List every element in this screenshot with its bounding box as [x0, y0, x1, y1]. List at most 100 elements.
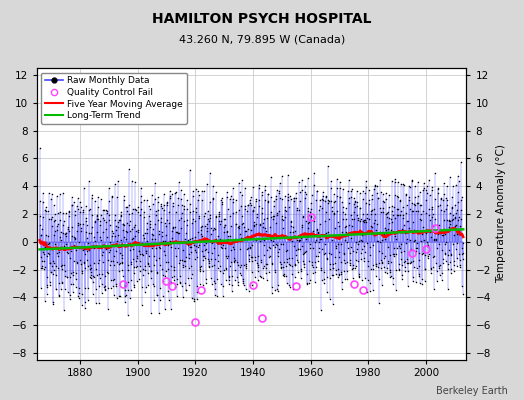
- Point: [171, 224, 179, 230]
- Point: [202, 221, 211, 228]
- Point: [101, 287, 109, 294]
- Point: [333, 193, 341, 199]
- Point: [160, 237, 169, 244]
- Point: [80, 260, 88, 266]
- Point: [454, 178, 463, 184]
- Point: [51, 241, 60, 247]
- Point: [243, 208, 252, 214]
- Point: [38, 264, 46, 271]
- Point: [339, 216, 347, 222]
- Point: [182, 287, 190, 293]
- Point: [308, 264, 316, 270]
- Point: [66, 255, 74, 262]
- Point: [446, 220, 454, 227]
- Point: [186, 200, 194, 207]
- Point: [36, 212, 44, 219]
- Point: [46, 260, 54, 266]
- Point: [405, 224, 413, 231]
- Point: [209, 182, 217, 189]
- Point: [329, 265, 337, 271]
- Point: [225, 263, 234, 269]
- Point: [286, 284, 294, 290]
- Point: [177, 196, 185, 202]
- Point: [271, 241, 280, 247]
- Point: [185, 254, 193, 261]
- Point: [345, 200, 353, 206]
- Point: [212, 213, 220, 220]
- Point: [451, 222, 459, 229]
- Point: [96, 212, 105, 218]
- Point: [49, 267, 58, 274]
- Point: [452, 222, 460, 228]
- Point: [198, 222, 206, 229]
- Point: [272, 196, 280, 202]
- Point: [375, 260, 384, 266]
- Point: [427, 233, 435, 240]
- Point: [270, 267, 279, 274]
- Point: [96, 233, 104, 240]
- Point: [251, 236, 259, 243]
- Point: [372, 260, 380, 267]
- Point: [86, 266, 94, 272]
- Point: [438, 232, 446, 238]
- Point: [70, 242, 78, 248]
- Point: [396, 197, 404, 203]
- Point: [104, 284, 112, 291]
- Point: [267, 174, 275, 180]
- Point: [425, 192, 434, 198]
- Point: [88, 229, 96, 236]
- Point: [278, 216, 287, 223]
- Point: [68, 224, 77, 230]
- Point: [343, 268, 352, 274]
- Point: [193, 282, 201, 289]
- Point: [436, 207, 445, 214]
- Point: [106, 239, 114, 245]
- Point: [346, 250, 354, 256]
- Point: [242, 286, 250, 293]
- Point: [301, 191, 310, 198]
- Point: [258, 210, 266, 216]
- Point: [141, 263, 149, 270]
- Point: [103, 234, 111, 240]
- Point: [129, 282, 138, 288]
- Point: [253, 268, 261, 274]
- Point: [294, 245, 302, 252]
- Point: [214, 211, 223, 218]
- Point: [423, 254, 432, 261]
- Point: [343, 239, 351, 245]
- Point: [211, 226, 220, 232]
- Point: [190, 256, 199, 263]
- Point: [173, 240, 182, 246]
- Point: [204, 256, 212, 262]
- Point: [332, 245, 341, 252]
- Point: [117, 236, 125, 243]
- Point: [85, 207, 93, 213]
- Point: [450, 258, 458, 264]
- Point: [397, 256, 406, 262]
- Point: [261, 224, 270, 231]
- Point: [140, 196, 148, 203]
- Point: [179, 294, 187, 300]
- Point: [136, 212, 145, 218]
- Point: [366, 244, 374, 250]
- Point: [305, 219, 313, 225]
- Point: [230, 255, 238, 261]
- Point: [52, 250, 61, 256]
- Point: [227, 287, 236, 294]
- Point: [312, 253, 320, 259]
- Point: [169, 200, 177, 206]
- Point: [194, 197, 203, 203]
- Point: [230, 259, 238, 265]
- Point: [165, 209, 173, 215]
- Point: [180, 218, 189, 224]
- Point: [146, 206, 154, 212]
- Point: [214, 265, 222, 272]
- Point: [97, 245, 105, 251]
- Point: [449, 212, 457, 219]
- Point: [151, 196, 159, 202]
- Point: [304, 175, 312, 182]
- Point: [54, 252, 62, 259]
- Point: [131, 178, 139, 185]
- Point: [151, 208, 160, 214]
- Point: [200, 242, 208, 248]
